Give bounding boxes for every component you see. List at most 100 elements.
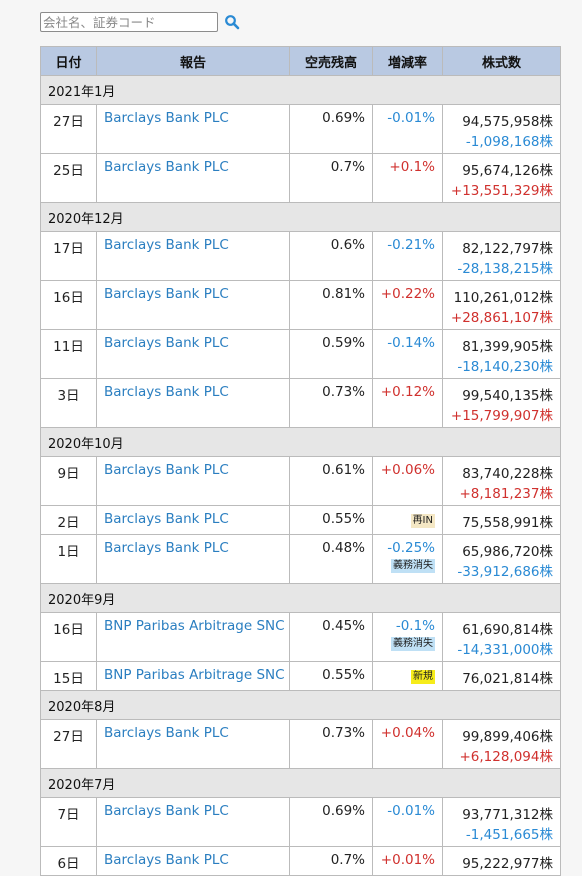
- share-diff: -1,451,665株: [465, 827, 553, 843]
- share-diff: +8,181,237株: [459, 486, 553, 502]
- short-balance-ratio: 0.81%: [289, 280, 373, 330]
- change-rate: -0.25%: [387, 540, 435, 556]
- share-diff: +13,551,329株: [450, 183, 553, 199]
- column-header-change-rate: 増減率: [372, 46, 443, 76]
- share-count: 93,771,312株: [462, 807, 553, 823]
- search-input[interactable]: [40, 12, 218, 32]
- share-diff: +28,861,107株: [450, 310, 553, 326]
- change-rate-cell: +0.01%: [372, 846, 443, 876]
- shares-cell: 94,575,958株 -1,098,168株: [442, 104, 561, 154]
- change-rate: +0.04%: [380, 725, 435, 741]
- reporter-cell: Barclays Bank PLC: [96, 456, 290, 506]
- change-rate-cell: -0.25% 義務消失: [372, 534, 443, 584]
- obligation-badge: 義務消失: [391, 637, 435, 651]
- share-count: 76,021,814株: [462, 671, 553, 687]
- short-balance-ratio: 0.69%: [289, 104, 373, 154]
- table-header-row: 日付 報告 空売残高 増減率 株式数: [40, 46, 561, 76]
- table-row: 9日 Barclays Bank PLC 0.61% +0.06% 83,740,228…: [40, 456, 561, 506]
- reporter-link[interactable]: Barclays Bank PLC: [104, 237, 229, 253]
- reporter-link[interactable]: Barclays Bank PLC: [104, 286, 229, 302]
- table-row: 6日 Barclays Bank PLC 0.7% +0.01% 95,222,977株: [40, 846, 561, 876]
- reporter-link[interactable]: Barclays Bank PLC: [104, 462, 229, 478]
- reporter-link[interactable]: Barclays Bank PLC: [104, 725, 229, 741]
- report-day: 27日: [40, 104, 97, 154]
- reporter-link[interactable]: BNP Paribas Arbitrage SNC: [104, 667, 285, 683]
- magnifier-icon[interactable]: [224, 14, 240, 30]
- table-row: 17日 Barclays Bank PLC 0.6% -0.21% 82,122,797…: [40, 231, 561, 281]
- report-day: 6日: [40, 846, 97, 876]
- reporter-cell: Barclays Bank PLC: [96, 153, 290, 203]
- report-day: 3日: [40, 378, 97, 428]
- reporter-link[interactable]: Barclays Bank PLC: [104, 511, 229, 527]
- reporter-link[interactable]: Barclays Bank PLC: [104, 110, 229, 126]
- reporter-cell: Barclays Bank PLC: [96, 231, 290, 281]
- short-balance-ratio: 0.48%: [289, 534, 373, 584]
- table-row: 27日 Barclays Bank PLC 0.69% -0.01% 94,575,95…: [40, 104, 561, 154]
- table-row: 16日 BNP Paribas Arbitrage SNC 0.45% -0.1% 義務…: [40, 612, 561, 662]
- share-count: 65,986,720株: [462, 544, 553, 560]
- short-balance-ratio: 0.55%: [289, 505, 373, 535]
- change-rate: -0.1%: [395, 618, 435, 634]
- share-count: 99,899,406株: [462, 729, 553, 745]
- change-rate-cell: -0.14%: [372, 329, 443, 379]
- reporter-link[interactable]: Barclays Bank PLC: [104, 335, 229, 351]
- shares-cell: 95,674,126株 +13,551,329株: [442, 153, 561, 203]
- share-diff: -18,140,230株: [457, 359, 553, 375]
- report-day: 27日: [40, 719, 97, 769]
- change-rate-cell: -0.21%: [372, 231, 443, 281]
- change-rate: -0.21%: [387, 237, 435, 253]
- shares-cell: 65,986,720株 -33,912,686株: [442, 534, 561, 584]
- reporter-link[interactable]: Barclays Bank PLC: [104, 540, 229, 556]
- report-day: 15日: [40, 661, 97, 691]
- share-count: 94,575,958株: [462, 114, 553, 130]
- month-label: 2020年8月: [40, 690, 561, 720]
- column-header-short-balance: 空売残高: [289, 46, 373, 76]
- report-day: 16日: [40, 280, 97, 330]
- short-balance-ratio: 0.73%: [289, 378, 373, 428]
- reporter-link[interactable]: Barclays Bank PLC: [104, 159, 229, 175]
- reporter-cell: Barclays Bank PLC: [96, 534, 290, 584]
- report-day: 11日: [40, 329, 97, 379]
- shares-cell: 83,740,228株 +8,181,237株: [442, 456, 561, 506]
- share-count: 82,122,797株: [462, 241, 553, 257]
- search-bar: [40, 12, 240, 32]
- reporter-link[interactable]: Barclays Bank PLC: [104, 852, 229, 868]
- reporter-link[interactable]: Barclays Bank PLC: [104, 803, 229, 819]
- column-header-report: 報告: [96, 46, 290, 76]
- share-diff: -33,912,686株: [457, 564, 553, 580]
- table-row: 15日 BNP Paribas Arbitrage SNC 0.55% 新規 76,02…: [40, 661, 561, 691]
- short-balance-ratio: 0.6%: [289, 231, 373, 281]
- month-label: 2021年1月: [40, 75, 561, 105]
- share-count: 99,540,135株: [462, 388, 553, 404]
- change-rate-cell: +0.1%: [372, 153, 443, 203]
- reporter-cell: BNP Paribas Arbitrage SNC: [96, 612, 290, 662]
- change-rate: +0.01%: [380, 852, 435, 868]
- share-count: 61,690,814株: [462, 622, 553, 638]
- shares-cell: 76,021,814株: [442, 661, 561, 691]
- short-balance-ratio: 0.45%: [289, 612, 373, 662]
- change-rate-cell: 再IN: [372, 505, 443, 535]
- table-row: 27日 Barclays Bank PLC 0.73% +0.04% 99,899,40…: [40, 719, 561, 769]
- reporter-link[interactable]: BNP Paribas Arbitrage SNC: [104, 618, 285, 634]
- month-group-row: 2020年10月: [40, 427, 561, 457]
- share-count: 95,674,126株: [462, 163, 553, 179]
- share-count: 83,740,228株: [462, 466, 553, 482]
- share-diff: -14,331,000株: [457, 642, 553, 658]
- reporter-cell: Barclays Bank PLC: [96, 719, 290, 769]
- change-rate-cell: +0.04%: [372, 719, 443, 769]
- reporter-cell: Barclays Bank PLC: [96, 846, 290, 876]
- report-day: 25日: [40, 153, 97, 203]
- month-label: 2020年12月: [40, 202, 561, 232]
- change-rate: +0.22%: [380, 286, 435, 302]
- report-day: 17日: [40, 231, 97, 281]
- change-rate-cell: 新規: [372, 661, 443, 691]
- shares-cell: 110,261,012株 +28,861,107株: [442, 280, 561, 330]
- reporter-cell: Barclays Bank PLC: [96, 280, 290, 330]
- month-label: 2020年9月: [40, 583, 561, 613]
- reporter-cell: Barclays Bank PLC: [96, 378, 290, 428]
- table-row: 7日 Barclays Bank PLC 0.69% -0.01% 93,771,312…: [40, 797, 561, 847]
- shares-cell: 99,540,135株 +15,799,907株: [442, 378, 561, 428]
- table-row: 3日 Barclays Bank PLC 0.73% +0.12% 99,540,135…: [40, 378, 561, 428]
- report-day: 2日: [40, 505, 97, 535]
- reporter-link[interactable]: Barclays Bank PLC: [104, 384, 229, 400]
